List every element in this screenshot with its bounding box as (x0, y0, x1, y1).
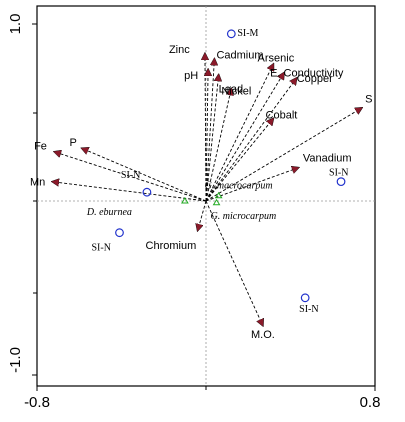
vector-label-zinc: Zinc (169, 44, 190, 56)
frame-ticks (32, 23, 376, 391)
vector-label-ph: pH (184, 70, 198, 82)
vector-arrow-fe (54, 152, 207, 202)
vector-label-arsenic: Arsenic (258, 53, 295, 65)
site-point-3 (336, 177, 346, 187)
vector-arrow-vanadium (205, 168, 299, 202)
vector-arrow-mn (52, 182, 207, 202)
vector-label-fe: Fe (34, 141, 47, 153)
species-label-g-microcarpum: G. microcarpum (211, 211, 277, 222)
vector-label-copper: Copper (297, 73, 333, 85)
species-label-d-eburnea: D. eburnea (86, 207, 132, 218)
vector-arrow-cadmium (205, 58, 214, 202)
site-label-0: SI-M (237, 28, 258, 39)
species-label-g-macrocarpum: G. macrocarpum (205, 181, 273, 192)
site-label-2: SI-N (91, 243, 110, 254)
site-point-2 (115, 228, 124, 238)
x-tick-label-max: 0.8 (360, 394, 381, 411)
y-tick-label-min: -1.0 (7, 347, 24, 373)
vector-arrow-s (205, 108, 362, 202)
vector-arrow-chromium (198, 200, 207, 231)
species-point-g-microcarpum (212, 198, 221, 206)
vector-arrow-copper (205, 78, 297, 202)
site-point-0 (226, 29, 236, 39)
species-point-g-macrocarpum (214, 191, 223, 199)
y-tick-label-max: 1.0 (7, 14, 24, 35)
vector-label-cobalt: Cobalt (266, 109, 298, 121)
site-label-1: SI-N (121, 170, 140, 181)
site-layer: SI-M SI-N SI-N SI-N SI-N (91, 28, 348, 315)
vector-arrow-p (82, 148, 207, 202)
species-point-d-eburnea (181, 197, 189, 204)
site-label-3: SI-N (329, 168, 348, 179)
vector-arrow-e-conductivity (205, 73, 284, 202)
vector-label-m-o: M.O. (251, 329, 275, 341)
vector-arrow-m-o (205, 200, 263, 326)
vector-arrow-ph (206, 69, 208, 202)
vector-label-cadmium: Cadmium (216, 49, 263, 61)
vector-label-p: P (70, 137, 77, 149)
vector-label-e-conductivity: E. Conductivity (270, 68, 344, 80)
site-point-4 (300, 293, 310, 303)
vector-arrow-nickel (205, 88, 231, 202)
x-tick-label-min: -0.8 (24, 394, 50, 411)
vector-label-chromium: Chromium (146, 240, 197, 252)
vector-arrow-cobalt (205, 118, 274, 202)
vector-label-nickel: Nickel (221, 85, 251, 97)
vector-arrow-lead (205, 74, 219, 202)
vector-label-vanadium: Vanadium (303, 153, 352, 165)
site-label-4: SI-N (299, 304, 318, 315)
vector-label-mn: Mn (30, 177, 45, 189)
species-layer: D. eburnea G. macrocarpum G. microcarpum (86, 181, 276, 222)
vector-arrow-arsenic (205, 64, 274, 202)
site-point-1 (142, 187, 152, 197)
vector-label-s: S (365, 94, 372, 106)
